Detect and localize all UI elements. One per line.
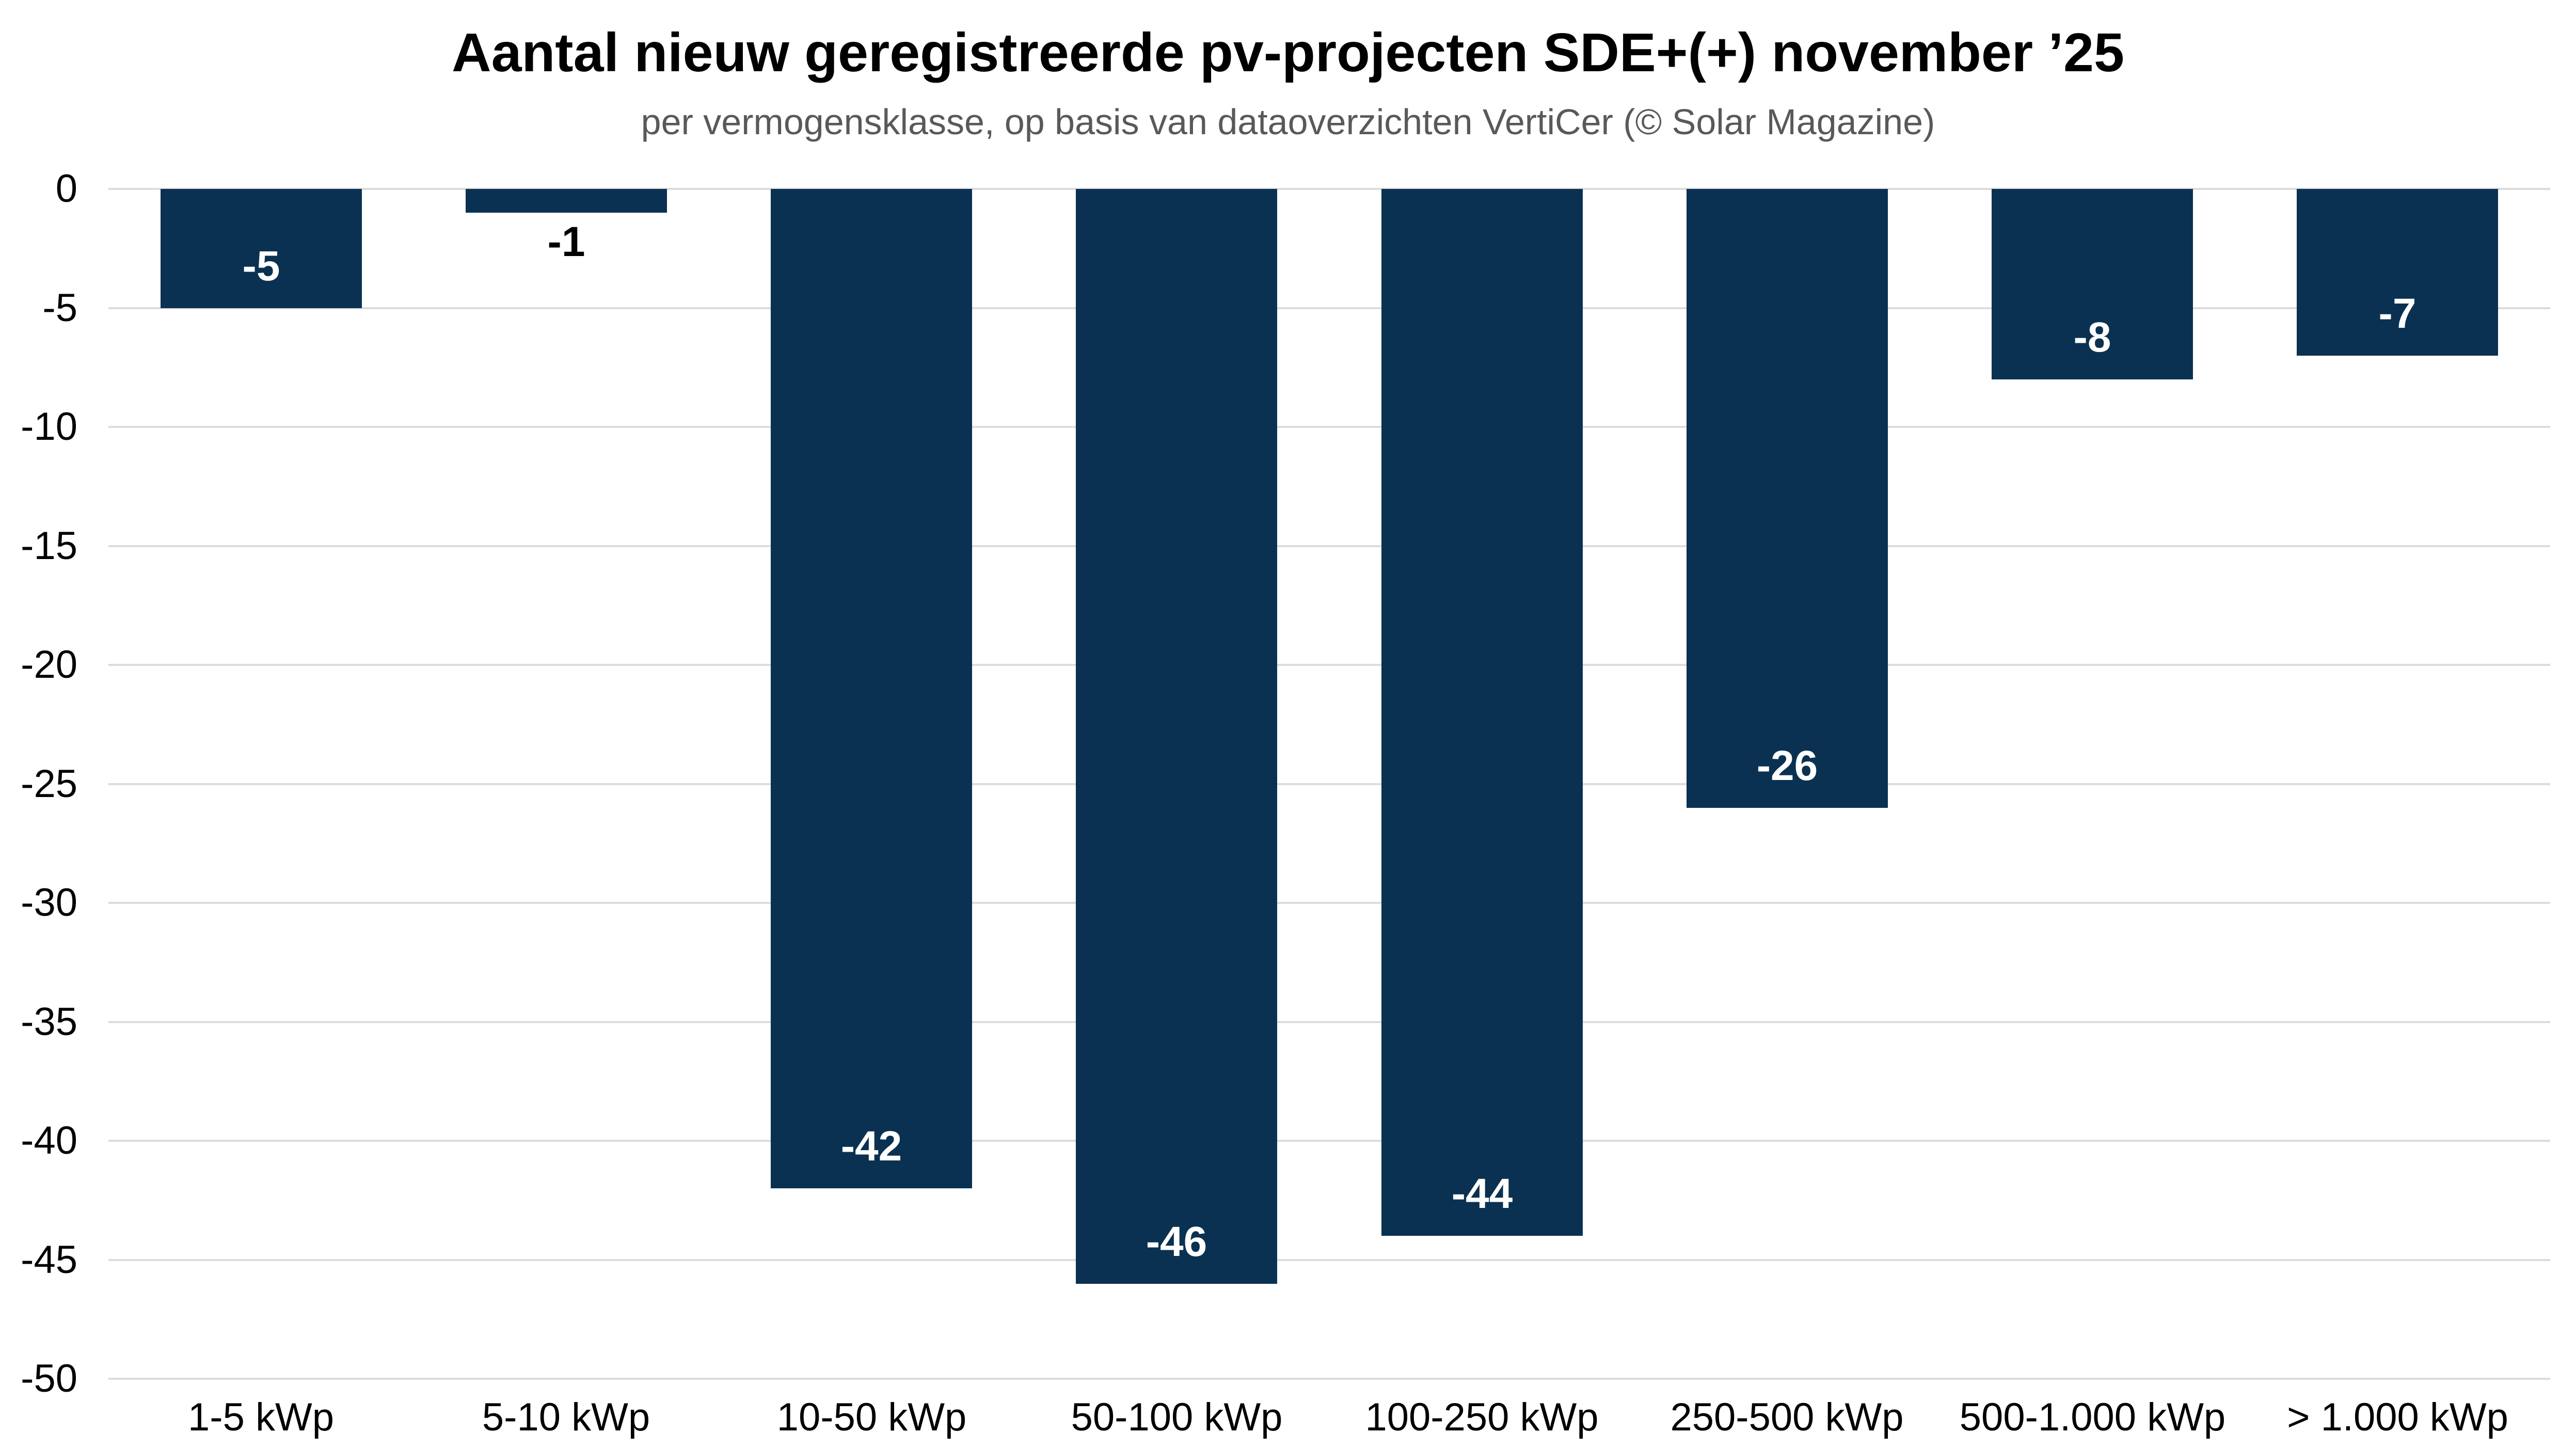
bar <box>2297 189 2498 356</box>
gridline <box>108 426 2550 428</box>
bar <box>161 189 362 308</box>
x-axis-category-label: 1-5 kWp <box>188 1395 334 1439</box>
y-axis-tick-label: -45 <box>21 1237 77 1282</box>
gridline <box>108 1140 2550 1142</box>
gridline <box>108 1021 2550 1023</box>
x-axis-category-label: 100-250 kWp <box>1365 1395 1599 1439</box>
x-axis-category-label: > 1.000 kWp <box>2287 1395 2508 1439</box>
y-axis-tick-label: -50 <box>21 1357 77 1400</box>
bar <box>1992 189 2193 379</box>
x-axis-category-label: 5-10 kWp <box>482 1395 650 1439</box>
y-axis-tick-label: -35 <box>21 999 77 1044</box>
gridline <box>108 664 2550 666</box>
y-axis-tick-label: -40 <box>21 1119 77 1163</box>
gridline <box>108 307 2550 309</box>
bar-value-label: -46 <box>1146 1218 1207 1265</box>
bar-value-label: -44 <box>1451 1170 1513 1217</box>
gridline <box>108 1378 2550 1380</box>
y-axis-tick-label: -20 <box>21 643 77 687</box>
bar <box>1687 189 1888 808</box>
bar-value-label: -42 <box>840 1123 902 1170</box>
bar <box>1381 189 1583 1236</box>
gridline <box>108 545 2550 547</box>
chart-title: Aantal nieuw geregistreerde pv-projecten… <box>452 22 2124 83</box>
gridline <box>108 1259 2550 1261</box>
x-axis-category-label: 250-500 kWp <box>1670 1395 1904 1439</box>
gridline <box>108 783 2550 785</box>
chart-subtitle: per vermogensklasse, op basis van dataov… <box>641 102 1935 142</box>
bar-value-label: -7 <box>2378 290 2416 337</box>
y-axis-tick-label: -10 <box>21 405 77 449</box>
y-axis-tick-label: -25 <box>21 761 77 806</box>
x-axis-category-label: 10-50 kWp <box>776 1395 967 1439</box>
gridline <box>108 188 2550 190</box>
y-axis-tick-label: 0 <box>55 167 77 211</box>
bar <box>466 189 667 213</box>
bar <box>771 189 972 1188</box>
y-axis-tick-label: -30 <box>21 881 77 925</box>
gridline <box>108 902 2550 904</box>
x-axis-category-label: 50-100 kWp <box>1071 1395 1283 1439</box>
bar-value-label: -5 <box>242 243 280 290</box>
y-axis-tick-label: -5 <box>42 285 77 330</box>
y-axis-tick-label: -15 <box>21 523 77 568</box>
x-axis-category-label: 500-1.000 kWp <box>1959 1395 2226 1439</box>
bar <box>1076 189 1277 1284</box>
bar-value-label: -1 <box>547 218 585 265</box>
bar-value-label: -8 <box>2073 314 2111 361</box>
bar-value-label: -26 <box>1756 742 1818 789</box>
